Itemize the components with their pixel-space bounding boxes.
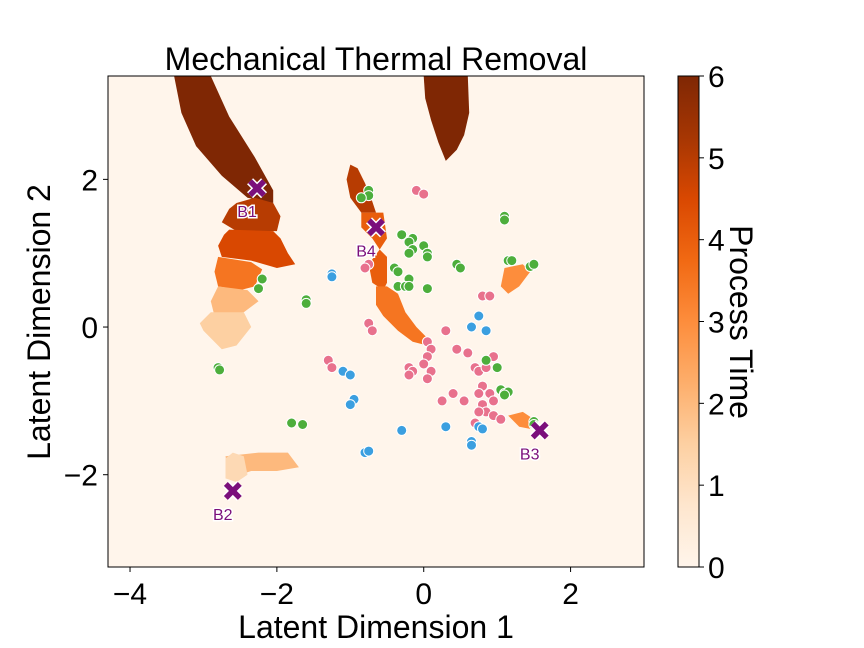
colorbar-tick-label: 6	[708, 61, 725, 94]
data-point-s2-33	[297, 419, 309, 430]
data-point-s1-9	[440, 421, 452, 433]
contour-region-2	[221, 197, 281, 232]
data-point-s1-7	[363, 445, 375, 457]
data-point-s0-38	[484, 290, 496, 302]
colorbar-tick-label: 0	[708, 552, 725, 585]
data-point-s1-14	[473, 310, 485, 322]
x-tick-label: −2	[260, 578, 294, 611]
x-axis-label: Latent Dimension 1	[238, 609, 514, 645]
data-point-s2-29	[300, 297, 312, 309]
data-point-s0-34	[447, 388, 459, 399]
data-point-s2-35	[491, 362, 503, 374]
marker-b3-label: B3	[520, 446, 540, 463]
y-tick-label: 2	[81, 164, 98, 197]
data-point-s2-17	[421, 283, 433, 295]
colorbar-label: Process Time	[723, 225, 759, 419]
data-point-s0-35	[458, 395, 470, 407]
highlighted-markers: B1 B2 B3 B4	[212, 178, 550, 526]
contour-region-6	[199, 312, 252, 350]
data-point-s2-32	[286, 417, 298, 429]
contour-region-0	[174, 76, 274, 203]
contour-region-4	[214, 256, 263, 291]
data-point-s0-15	[421, 373, 433, 385]
colorbar-ticks: 0 1 2 3 4 5 6	[699, 61, 725, 585]
colorbar-tick-label: 3	[708, 307, 725, 340]
data-point-s2-19	[454, 262, 466, 274]
marker-b2	[223, 482, 242, 500]
contour-region-10	[376, 286, 428, 346]
contour-region-12	[508, 411, 534, 429]
marker-b1-label: B1	[237, 204, 257, 221]
data-point-s1-1	[326, 271, 338, 283]
marker-b1	[248, 179, 266, 198]
data-point-s0-32	[473, 406, 485, 418]
x-tick-label: −4	[113, 578, 147, 611]
data-point-s2-2	[355, 192, 367, 204]
data-point-s0-17	[326, 362, 338, 374]
data-point-s2-31	[214, 364, 226, 376]
data-point-s1-11	[466, 439, 477, 451]
data-point-s1-8	[396, 424, 408, 436]
contour-region-11	[500, 264, 531, 294]
contour-region-5	[210, 286, 259, 316]
contour-region-9	[368, 249, 387, 291]
data-point-s2-27	[253, 283, 264, 295]
data-point-s2-7	[403, 247, 415, 259]
data-point-s0-8	[440, 325, 452, 337]
plot-area-background	[108, 76, 644, 567]
data-point-s0-31	[495, 413, 507, 425]
marker-b4	[367, 218, 385, 237]
data-point-s2-3	[396, 229, 408, 241]
data-point-s0-27	[488, 395, 499, 407]
data-point-s1-15	[466, 321, 477, 333]
data-point-s0-12	[403, 369, 415, 381]
x-tick-label: 2	[562, 578, 579, 611]
colorbar-tick-label: 1	[708, 470, 725, 503]
data-point-s2-25	[528, 258, 540, 270]
data-point-s0-3	[359, 262, 371, 274]
x-axis-ticks: −4 −2 0 2	[113, 567, 579, 611]
contour-region-1	[423, 76, 470, 161]
x-tick-label: 0	[415, 578, 432, 611]
data-point-s0-5	[366, 325, 378, 337]
data-point-s2-23	[506, 255, 518, 267]
marker-b4-label: B4	[356, 243, 376, 260]
colorbar-tick-label: 4	[708, 225, 725, 258]
y-tick-label: 0	[81, 312, 98, 345]
data-point-s2-21	[499, 214, 510, 226]
y-axis-label: Latent Dimension 2	[21, 184, 57, 460]
chart-title: Mechanical Thermal Removal	[165, 41, 588, 77]
colorbar	[677, 75, 700, 568]
data-point-s2-34	[480, 354, 492, 366]
data-point-s1-16	[480, 325, 492, 337]
data-point-s2-39	[499, 389, 510, 401]
colorbar-tick-label: 5	[708, 143, 725, 176]
data-point-s2-10	[421, 251, 433, 263]
contour-region-14	[225, 452, 248, 483]
y-axis-ticks: −2 0 2	[64, 164, 108, 493]
marker-b3	[530, 421, 549, 440]
data-point-s2-26	[256, 273, 268, 285]
data-point-s0-19	[462, 347, 474, 359]
data-point-s1-3	[344, 369, 356, 381]
scatter-points	[212, 184, 540, 459]
plot-frame	[107, 75, 645, 568]
data-point-s1-13	[477, 423, 488, 435]
data-point-s0-13	[418, 358, 430, 370]
contour-region-3	[218, 229, 296, 268]
marker-b2-label: B2	[213, 507, 233, 524]
data-point-s0-36	[436, 395, 448, 407]
data-point-s0-1	[418, 188, 430, 200]
data-point-s2-16	[403, 280, 415, 292]
colorbar-tick-label: 2	[708, 388, 725, 421]
data-point-s1-5	[344, 399, 356, 411]
data-point-s0-25	[473, 388, 485, 399]
data-point-s0-18	[451, 343, 463, 355]
y-tick-label: −2	[64, 460, 98, 493]
data-point-s2-12	[392, 266, 404, 278]
